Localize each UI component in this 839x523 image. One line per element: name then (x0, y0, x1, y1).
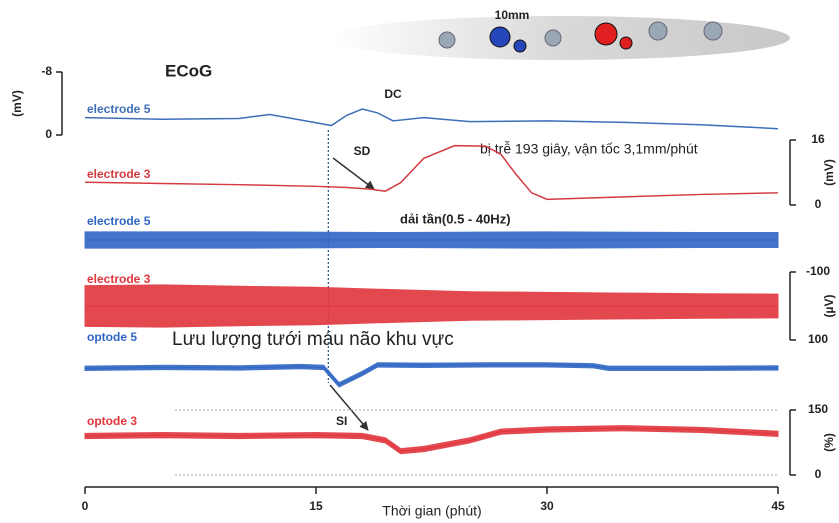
series-label: electrode 3 (87, 272, 151, 286)
trace (84, 108, 779, 130)
annotation: SD (354, 144, 371, 158)
y-axis-label: (mV) (10, 90, 24, 117)
y-tick-label: 150 (808, 402, 828, 416)
scale-label: 10mm (495, 8, 530, 22)
trace (84, 427, 779, 452)
series-label: optode 3 (87, 414, 137, 428)
y-tick-label: 16 (811, 132, 825, 146)
annotation: SI (336, 414, 347, 428)
arrow (329, 384, 369, 431)
annotation: bị trễ 193 giây, vận tốc 3,1mm/phút (480, 141, 698, 157)
y-axis-label: (mV) (822, 159, 836, 186)
y-tick-label: -8 (41, 64, 52, 78)
electrode-strip (330, 16, 790, 60)
x-tick-label: 0 (82, 499, 89, 513)
trace (84, 364, 779, 386)
series-label: electrode 5 (87, 214, 151, 228)
x-axis-label: Thời gian (phút) (382, 503, 481, 519)
x-tick-label: 45 (771, 499, 785, 513)
series-label: electrode 3 (87, 167, 151, 181)
trace (84, 144, 779, 201)
chart-title: ECoG (165, 61, 212, 80)
y-axis-label: (%) (822, 433, 836, 452)
signal-band (84, 425, 779, 455)
y-axis-label: (µV) (822, 295, 836, 318)
annotation: dải tần(0.5 - 40Hz) (400, 211, 511, 226)
signal-band (84, 362, 779, 388)
y-tick-label: 0 (815, 467, 822, 481)
series-label: electrode 5 (87, 102, 151, 116)
y-tick-label: -100 (806, 264, 830, 278)
x-tick-label: 30 (540, 499, 554, 513)
y-tick-label: 100 (808, 332, 828, 346)
y-tick-label: 0 (45, 127, 52, 141)
x-tick-label: 15 (309, 499, 323, 513)
series-label: optode 5 (87, 330, 137, 344)
annotation: Lưu lượng tưới máu não khu vực (172, 329, 454, 350)
annotation: DC (384, 87, 402, 101)
arrow (332, 157, 375, 190)
y-tick-label: 0 (815, 197, 822, 211)
